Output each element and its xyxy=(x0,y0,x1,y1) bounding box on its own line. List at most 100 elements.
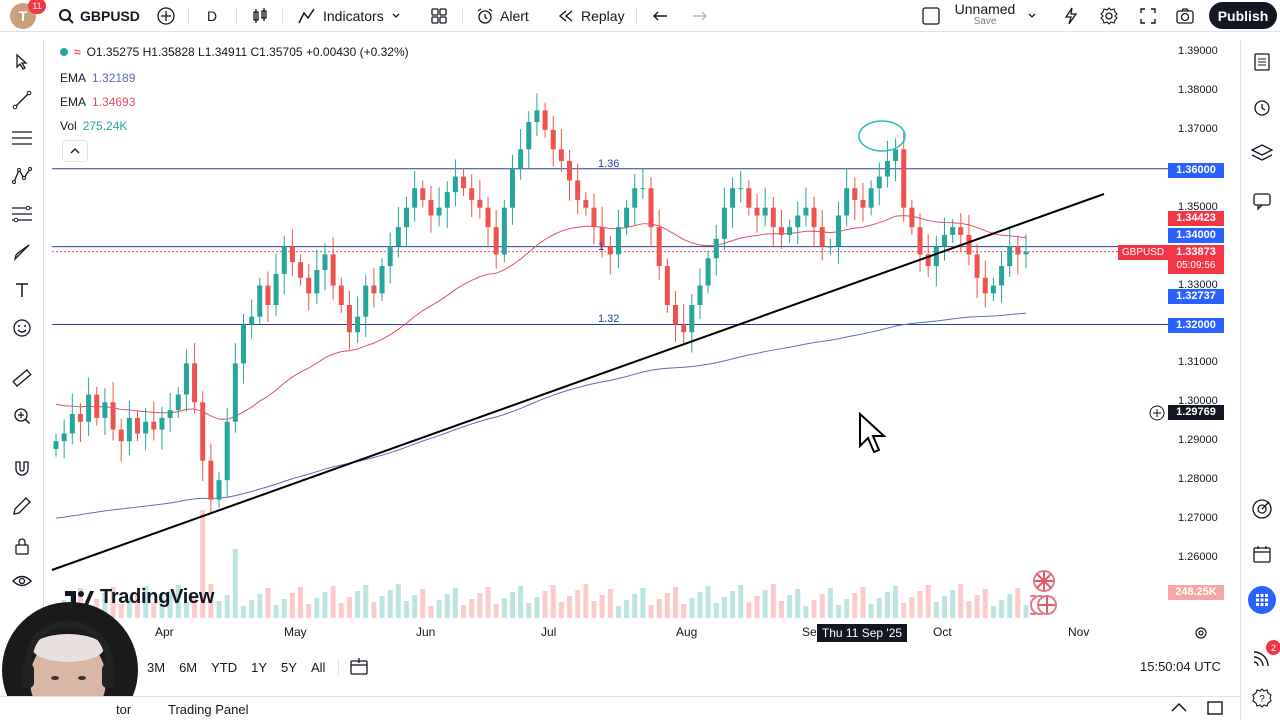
publish-button[interactable]: Publish xyxy=(1209,2,1277,29)
volume-bar xyxy=(615,606,621,618)
interval-button[interactable]: D xyxy=(207,8,218,24)
calendar-icon xyxy=(1253,546,1271,563)
volume-bar xyxy=(656,599,662,618)
range-1y[interactable]: 1Y xyxy=(251,659,268,675)
volume-bar xyxy=(371,602,377,618)
magnet-tool[interactable] xyxy=(8,454,36,482)
snapshot-button[interactable] xyxy=(1175,0,1195,32)
volume-bar xyxy=(836,605,842,618)
fib-tool[interactable] xyxy=(8,200,36,228)
utc-clock[interactable]: 15:50:04 UTC xyxy=(1140,659,1221,674)
fullscreen-button[interactable] xyxy=(1139,0,1157,32)
add-alert-plus-button[interactable] xyxy=(1146,404,1168,421)
volume-bar xyxy=(314,598,320,618)
draw-mode-tool[interactable] xyxy=(8,492,36,520)
chart-type-button[interactable] xyxy=(251,0,269,32)
trendline-tool[interactable] xyxy=(8,86,36,114)
trendline-line xyxy=(51,193,1105,571)
notification-badge[interactable]: 11 xyxy=(28,0,46,14)
candle-body xyxy=(379,266,385,294)
symbol-search[interactable]: GBPUSD xyxy=(58,0,140,32)
ruler-tool[interactable] xyxy=(8,364,36,392)
candle-body xyxy=(363,285,369,317)
lock-tool[interactable] xyxy=(8,532,36,560)
settings-button[interactable] xyxy=(1100,0,1118,32)
object-tree-button[interactable] xyxy=(1248,139,1276,167)
brush-tool[interactable] xyxy=(8,238,36,266)
alerts-panel-button[interactable] xyxy=(1248,93,1276,121)
products-button[interactable] xyxy=(1248,586,1276,614)
layout-name[interactable]: Unnamed Save xyxy=(954,1,1016,27)
candle-body xyxy=(371,285,377,294)
price-tick: 1.30000 xyxy=(1178,395,1218,408)
screener-button[interactable] xyxy=(1248,187,1276,215)
calendar-button[interactable] xyxy=(1248,540,1276,568)
templates-button[interactable] xyxy=(430,0,448,32)
maximize-icon xyxy=(1207,701,1223,715)
tab-trading-panel[interactable]: Trading Panel xyxy=(168,702,249,717)
watchlist-button[interactable] xyxy=(1248,48,1276,76)
ideas-button[interactable] xyxy=(1248,495,1276,523)
range-3m[interactable]: 3M xyxy=(147,659,166,675)
trendline[interactable] xyxy=(51,193,1105,571)
smiley-icon xyxy=(13,319,31,337)
visibility-tool[interactable] xyxy=(8,567,36,595)
date-range-icon[interactable] xyxy=(349,658,369,676)
volume-bar xyxy=(1007,594,1013,618)
maximize-panel-button[interactable] xyxy=(1206,700,1224,719)
indicators-button[interactable]: Indicators xyxy=(297,0,402,32)
replay-button[interactable]: Replay xyxy=(557,0,625,32)
ema2-row[interactable]: EMA 1.34693 xyxy=(60,95,136,109)
candle-body xyxy=(836,215,842,247)
candle-body xyxy=(982,277,988,294)
indicators-icon xyxy=(298,8,315,24)
candle-body xyxy=(567,160,573,181)
zoom-in-icon xyxy=(14,408,31,425)
ema1-row[interactable]: EMA 1.32189 xyxy=(60,71,136,85)
help-button[interactable]: ? xyxy=(1248,684,1276,712)
candle-body xyxy=(420,188,426,200)
range-6m[interactable]: 6M xyxy=(179,659,198,675)
chat-icon xyxy=(1253,193,1271,211)
horizontal-lines-tool[interactable] xyxy=(8,124,36,152)
cursor-tool[interactable] xyxy=(8,48,36,76)
text-tool[interactable] xyxy=(8,276,36,304)
volume-bar xyxy=(249,600,255,618)
emoji-tool[interactable] xyxy=(8,314,36,342)
candle-body xyxy=(803,207,809,216)
tab-pine-editor[interactable]: tor xyxy=(116,702,132,717)
axis-settings-button[interactable] xyxy=(1193,625,1209,644)
redo-button[interactable] xyxy=(690,0,708,32)
volume-tag: 248.25K xyxy=(1168,585,1224,600)
volume-bar xyxy=(518,586,524,618)
collapse-panel-button[interactable] xyxy=(1170,701,1188,718)
candle-body xyxy=(876,176,882,189)
range-5y[interactable]: 5Y xyxy=(281,659,297,675)
lines-icon xyxy=(12,131,32,145)
range-all[interactable]: All xyxy=(310,659,326,675)
volume-bar xyxy=(240,606,246,618)
alert-button[interactable]: Alert xyxy=(476,0,529,32)
vol-row[interactable]: Vol 275.24K xyxy=(60,119,128,133)
volume-bar xyxy=(126,598,132,618)
time-tick: Apr xyxy=(155,625,174,639)
layout-menu-button[interactable] xyxy=(1026,0,1038,32)
zoom-tool[interactable] xyxy=(8,402,36,430)
candle-body xyxy=(795,215,801,228)
candle-body xyxy=(126,417,132,442)
candle-body xyxy=(338,285,344,305)
stream-button[interactable]: 2 xyxy=(1248,640,1280,672)
events-flags[interactable] xyxy=(1023,570,1064,621)
compare-button[interactable] xyxy=(156,0,176,32)
range-ytd[interactable]: YTD xyxy=(211,659,238,675)
candle-body xyxy=(950,227,956,235)
layout-select-button[interactable] xyxy=(921,0,941,32)
price-tick: 1.38000 xyxy=(1178,83,1218,96)
volume-bar xyxy=(135,592,141,618)
volume-bar xyxy=(461,605,467,618)
pattern-tool[interactable] xyxy=(8,162,36,190)
legend-collapse-button[interactable] xyxy=(62,140,88,162)
undo-button[interactable] xyxy=(652,0,670,32)
quick-search-button[interactable] xyxy=(1062,0,1080,32)
candle-body xyxy=(526,122,532,150)
